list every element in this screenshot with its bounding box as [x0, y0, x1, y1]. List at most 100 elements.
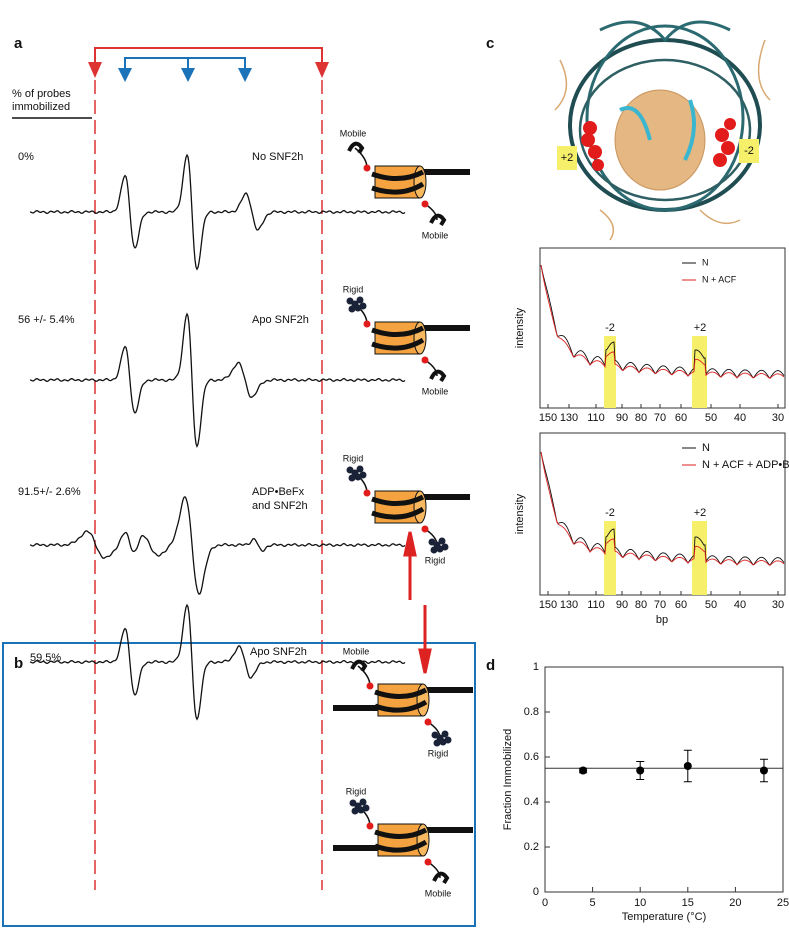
- probe-blob: [441, 730, 449, 738]
- spectrum: [29, 312, 406, 448]
- probe-label: Mobile: [422, 386, 449, 396]
- probe-label: Rigid: [346, 786, 367, 796]
- nucleosome-icon: Mobile Mobile: [340, 128, 470, 240]
- probe-blob: [348, 474, 356, 482]
- x-tick-label: 30: [772, 412, 784, 424]
- peak-label: -2: [605, 322, 615, 334]
- legend-label: N + ACF + ADP•BeFx: [702, 459, 789, 471]
- x-tick-label: 90: [616, 412, 628, 424]
- percent: 0%: [18, 151, 34, 163]
- percent: 56 +/- 5.4%: [18, 314, 75, 326]
- x-tick-label: 90: [616, 599, 628, 611]
- x-tick-label: 150: [539, 412, 557, 424]
- x-axis-label: Temperature (°C): [622, 911, 706, 923]
- nucleosome-icon: Rigid Mobile: [333, 786, 473, 898]
- structure: [554, 20, 771, 241]
- panel-b-box: [2, 642, 476, 927]
- spin-label: [366, 822, 374, 830]
- probe-label: Rigid: [428, 748, 449, 758]
- point: [636, 766, 645, 775]
- probe-label: Rigid: [343, 453, 364, 463]
- panel-label: c: [486, 35, 494, 52]
- plot-frame: [544, 666, 784, 893]
- spin-label: [363, 320, 371, 328]
- legend-label: N + ACF: [702, 274, 737, 284]
- panel-label: b: [14, 655, 23, 672]
- y-tick-label: 0.8: [524, 706, 539, 718]
- probe-blob: [351, 807, 359, 815]
- x-tick-label: 40: [734, 599, 746, 611]
- trace: [540, 451, 785, 566]
- x-tick-label: 20: [729, 897, 741, 909]
- probe-hook: [350, 659, 368, 673]
- condition: ADP•BeFx: [252, 486, 305, 498]
- x-tick-label: 50: [705, 599, 717, 611]
- probe-label: Mobile: [343, 646, 370, 656]
- probe-blob: [359, 471, 367, 479]
- spin-label: [421, 200, 429, 208]
- x-tick-label: 80: [635, 412, 647, 424]
- percent: 91.5+/- 2.6%: [18, 486, 81, 498]
- x-tick-label: 110: [587, 412, 605, 424]
- probe-blob: [428, 538, 436, 546]
- x-tick-label: 50: [705, 412, 717, 424]
- trace: [540, 451, 785, 566]
- spectrum: [29, 603, 406, 721]
- probe-blob: [441, 543, 449, 551]
- probe-blob: [431, 731, 439, 739]
- highlight: [692, 521, 707, 595]
- probe-blob: [346, 297, 354, 305]
- probe-blob: [359, 798, 367, 806]
- x-tick-label: 80: [635, 599, 647, 611]
- brackets: [88, 47, 329, 890]
- peak-label: +2: [694, 507, 707, 519]
- legend-label: N: [702, 257, 709, 267]
- probe-blob: [356, 465, 364, 473]
- probe-hook: [347, 141, 365, 155]
- x-tick-label: 25: [777, 897, 789, 909]
- x-axis-label: bp: [656, 614, 668, 626]
- spectrum: [29, 153, 406, 271]
- nucleosome-icon: Rigid Rigid: [343, 453, 470, 565]
- x-tick-label: 60: [675, 412, 687, 424]
- x-tick-label: 40: [734, 412, 746, 424]
- panel-label: a: [14, 35, 23, 52]
- dna-wrap: [374, 687, 428, 713]
- probe-blob: [348, 305, 356, 313]
- probe-hook: [429, 213, 447, 227]
- peak-label: +2: [694, 322, 707, 334]
- y-axis-label: intensity: [514, 493, 526, 534]
- probe-blob: [433, 739, 441, 747]
- x-tick-label: 70: [654, 599, 666, 611]
- y-tick-label: 0.2: [524, 841, 539, 853]
- point: [759, 766, 768, 775]
- x-tick-label: 10: [634, 897, 646, 909]
- x-tick-label: 150: [539, 599, 557, 611]
- equilibrium-arrow: [403, 531, 417, 600]
- condition: Apo SNF2h: [252, 314, 309, 326]
- probe-blob: [438, 537, 446, 545]
- trace: [540, 264, 785, 379]
- percent: 59.5%: [30, 652, 61, 664]
- peak-label: -2: [605, 507, 615, 519]
- highlight: [604, 521, 616, 595]
- nucleosome-icon: Mobile Rigid: [333, 646, 473, 758]
- probe-blob: [346, 466, 354, 474]
- x-tick-label: 0: [542, 897, 548, 909]
- probe-blob: [359, 302, 367, 310]
- probe-hook: [432, 871, 450, 885]
- y-axis-label: intensity: [514, 307, 526, 348]
- header: immobilized: [12, 101, 70, 113]
- x-tick-label: 70: [654, 412, 666, 424]
- header: % of probes: [12, 88, 71, 100]
- spin-label: [424, 718, 432, 726]
- spin-label: [363, 489, 371, 497]
- condition: Apo SNF2h: [250, 646, 307, 658]
- x-tick-label: 110: [587, 599, 605, 611]
- spin-label: [421, 525, 429, 533]
- probe-label: Rigid: [343, 284, 364, 294]
- x-tick-label: 5: [590, 897, 596, 909]
- spin-label: [366, 682, 374, 690]
- y-tick-label: 0: [533, 886, 539, 898]
